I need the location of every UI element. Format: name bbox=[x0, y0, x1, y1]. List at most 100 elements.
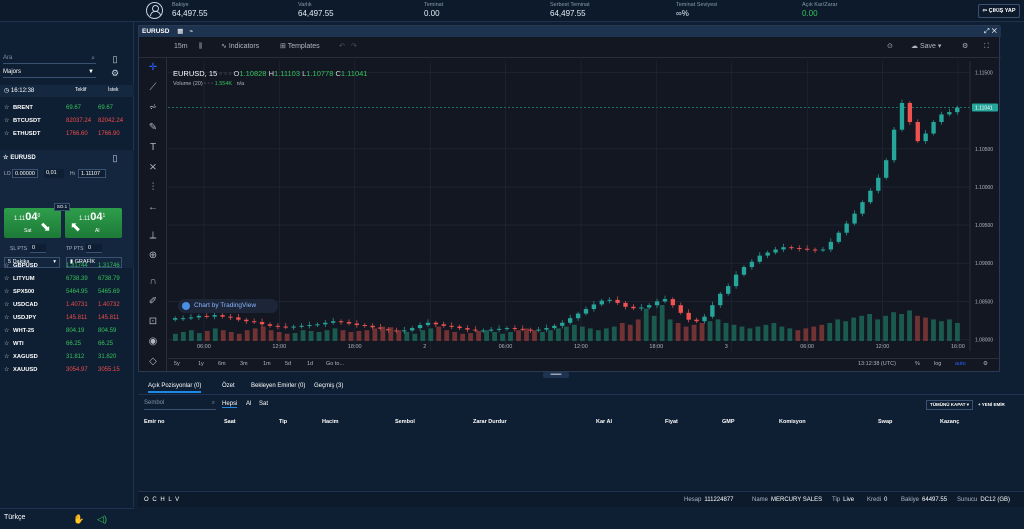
camera-icon[interactable]: ⊙ bbox=[887, 43, 893, 50]
eye-icon[interactable]: ◉ bbox=[148, 336, 158, 347]
quote-bid[interactable]: 1.40731 bbox=[66, 302, 88, 308]
quote-ask[interactable]: 145.811 bbox=[98, 315, 120, 321]
star-icon[interactable]: ☆ bbox=[4, 289, 10, 295]
save-button[interactable]: ☁ Save ▾ bbox=[911, 43, 942, 50]
range-3m[interactable]: 3m bbox=[240, 361, 248, 367]
panel-resize-handle[interactable]: ═══ bbox=[543, 372, 569, 378]
document-icon[interactable]: ▯ bbox=[112, 153, 118, 163]
templates-button[interactable]: ⊞ Templates bbox=[280, 43, 320, 50]
star-icon[interactable]: ☆ bbox=[4, 328, 10, 334]
quote-bid[interactable]: 6738.39 bbox=[66, 276, 88, 282]
magnet-icon[interactable]: ∩ bbox=[149, 276, 157, 287]
quote-bid[interactable]: 66.25 bbox=[66, 341, 82, 347]
star-icon[interactable]: ☆ bbox=[4, 354, 10, 360]
orders-search-input[interactable]: Sembol ⌕ bbox=[144, 400, 216, 410]
star-icon[interactable]: ☆ bbox=[4, 131, 10, 137]
back-arrow-icon[interactable]: ← bbox=[148, 202, 158, 213]
sl-input[interactable]: 0 bbox=[30, 244, 46, 253]
quote-row[interactable]: ☆ BRENT 69.67 69.67 bbox=[0, 102, 134, 114]
star-icon[interactable]: ☆ bbox=[4, 302, 10, 308]
gear-icon[interactable]: ⚙ bbox=[962, 43, 969, 50]
range-5d[interactable]: 5d bbox=[285, 361, 292, 367]
candles-icon[interactable]: ⫼ bbox=[199, 43, 203, 50]
star-icon[interactable]: ☆ bbox=[4, 118, 10, 124]
prediction-icon[interactable]: ⫶ bbox=[151, 182, 155, 193]
calendar-icon[interactable]: ▦ bbox=[177, 28, 184, 35]
user-account-icon[interactable] bbox=[146, 2, 163, 19]
quote-bid[interactable]: 31.812 bbox=[66, 354, 85, 360]
hi-input[interactable]: 1.11107 bbox=[78, 169, 106, 178]
redo-icon[interactable]: ↷ bbox=[351, 43, 357, 50]
star-icon[interactable]: ☆ bbox=[4, 276, 10, 282]
col-volume[interactable]: Hacim bbox=[322, 419, 339, 425]
tab-open-positions[interactable]: Açık Pozisyonlar (0) bbox=[148, 383, 202, 393]
col-take-profit[interactable]: Kar Al bbox=[596, 419, 612, 425]
timeframe-select[interactable]: 5 Dakika ▾ bbox=[4, 257, 60, 268]
col-type[interactable]: Tip bbox=[279, 419, 288, 425]
quote-row[interactable]: ☆ USDCAD 1.40731 1.40732 bbox=[0, 299, 134, 311]
quote-bid[interactable]: 5464.95 bbox=[66, 289, 88, 295]
pattern-icon[interactable]: ⨯ bbox=[148, 162, 158, 173]
tab-pending-orders[interactable]: Bekleyen Emirler (0) bbox=[251, 383, 306, 389]
quote-ask[interactable]: 66.25 bbox=[98, 341, 114, 347]
trash-icon[interactable]: ◇ bbox=[149, 356, 157, 367]
lot-input[interactable]: 0.00000 bbox=[12, 169, 38, 178]
buy-button[interactable]: 1.11041 Al ⬉ bbox=[65, 208, 122, 238]
col-commission[interactable]: Komisyon bbox=[779, 419, 806, 425]
quote-row[interactable]: ☆ USDJPY 145.811 145.811 bbox=[0, 312, 134, 324]
zoom-icon[interactable]: ⊕ bbox=[148, 250, 158, 261]
col-symbol[interactable]: Sembol bbox=[395, 419, 415, 425]
tp-input[interactable]: 0 bbox=[86, 244, 102, 253]
tab-summary[interactable]: Özet bbox=[222, 383, 235, 389]
goto-button[interactable]: Go to... bbox=[326, 361, 345, 367]
range-1m[interactable]: 1m bbox=[263, 361, 271, 367]
star-icon[interactable]: ☆ bbox=[4, 315, 10, 321]
fib-icon[interactable]: ⩫ bbox=[148, 102, 158, 113]
undo-icon[interactable]: ↶ bbox=[339, 43, 345, 50]
quote-ask[interactable]: 5465.69 bbox=[98, 289, 120, 295]
col-order-no[interactable]: Emir no bbox=[144, 419, 165, 425]
link-icon[interactable]: ⌁ bbox=[189, 28, 194, 35]
quote-row[interactable]: ☆ BTCUSDT 82037.24 82042.24 bbox=[0, 115, 134, 127]
logout-button[interactable]: ⇦ ÇIKIŞ YAP bbox=[978, 4, 1020, 18]
sell-button[interactable]: 1.11040 Sat ⬊ bbox=[4, 208, 61, 238]
quote-row[interactable]: ☆ XAGUSD 31.812 31.820 bbox=[0, 351, 134, 363]
log-toggle[interactable]: log bbox=[934, 361, 942, 367]
range-1d[interactable]: 1d bbox=[307, 361, 314, 367]
range-1y[interactable]: 1y bbox=[198, 361, 204, 367]
hand-icon[interactable]: ✋ bbox=[73, 514, 85, 524]
quote-row[interactable]: ☆ WHT-25 804.19 804.59 bbox=[0, 325, 134, 337]
tradingview-watermark[interactable]: Chart by TradingView bbox=[178, 299, 278, 313]
symbol-search-input[interactable]: Ara ⌕ bbox=[3, 55, 96, 64]
symbol-group-select[interactable]: Majors ▼ bbox=[3, 67, 96, 78]
lot-step[interactable]: 0,01 bbox=[44, 169, 64, 178]
close-icon[interactable]: ✕ bbox=[991, 28, 997, 35]
quote-row[interactable]: ☆ LITYUM 6738.39 6738.79 bbox=[0, 273, 134, 285]
star-icon[interactable]: ☆ bbox=[4, 341, 10, 347]
lock-drawing-icon[interactable]: ✐ bbox=[148, 296, 158, 307]
text-icon[interactable]: T bbox=[149, 142, 157, 153]
star-icon[interactable]: ☆ bbox=[4, 263, 10, 269]
gear-icon[interactable]: ⚙ bbox=[983, 361, 988, 367]
quote-ask[interactable]: 1766.90 bbox=[98, 131, 120, 137]
lock-icon[interactable]: ⊡ bbox=[148, 316, 158, 327]
quote-row[interactable]: ☆ WTI 66.25 66.25 bbox=[0, 338, 134, 350]
auto-toggle[interactable]: auto bbox=[955, 361, 966, 367]
fullscreen-icon[interactable]: ⛶ bbox=[984, 43, 989, 50]
expand-icon[interactable]: ⤢ bbox=[984, 28, 990, 35]
col-swap[interactable]: Swap bbox=[878, 419, 893, 425]
range-5y[interactable]: 5y bbox=[174, 361, 180, 367]
quote-ask[interactable]: 3055.15 bbox=[98, 367, 120, 373]
brush-icon[interactable]: ✎ bbox=[148, 122, 158, 133]
filter-buy[interactable]: Al bbox=[246, 401, 252, 407]
interval-button[interactable]: 15m bbox=[174, 43, 188, 50]
quote-ask[interactable]: 1.40732 bbox=[98, 302, 120, 308]
col-price[interactable]: Fiyat bbox=[665, 419, 678, 425]
col-time[interactable]: Saat bbox=[224, 419, 236, 425]
quote-ask[interactable]: 804.59 bbox=[98, 328, 117, 334]
quote-ask[interactable]: 6738.79 bbox=[98, 276, 120, 282]
range-6m[interactable]: 6m bbox=[218, 361, 226, 367]
quote-bid[interactable]: 1.31744 bbox=[66, 263, 88, 269]
quote-row[interactable]: ☆ GBPUSD 1.31744 1.31746 bbox=[0, 260, 134, 272]
quote-bid[interactable]: 1766.60 bbox=[66, 131, 88, 137]
